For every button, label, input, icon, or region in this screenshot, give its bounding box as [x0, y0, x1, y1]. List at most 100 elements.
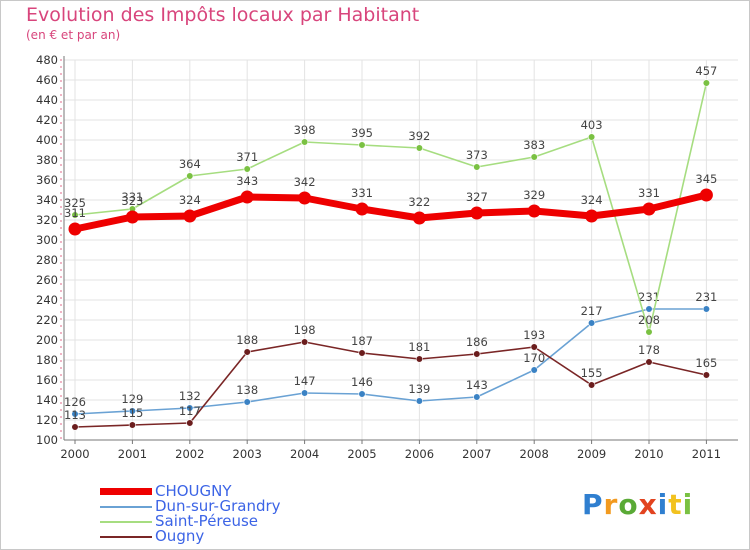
y-tick-label-280: 280: [36, 253, 58, 267]
legend-label-saint-pereuse: Saint-Péreuse: [155, 512, 259, 530]
data-label-chougny-2004: 342: [294, 175, 316, 189]
data-label-saint-pereuse-2003: 371: [236, 150, 258, 164]
legend-swatch-ougny: [100, 536, 152, 538]
data-point-dun-sur-grandry-2002: [186, 404, 194, 412]
x-tick-label-2002: 2002: [175, 447, 204, 461]
logo-letter: i: [682, 488, 694, 521]
data-point-chougny-2004: [298, 191, 312, 205]
legend-label-dun-sur-grandry: Dun-sur-Grandry: [155, 497, 281, 515]
data-label-ougny-2004: 198: [294, 323, 316, 337]
data-point-saint-pereuse-2002: [186, 172, 194, 180]
y-tick-label-320: 320: [36, 213, 58, 227]
series-dun-sur-grandry: 126 129 132 138 147 146 139 143 170 217 231 231: [64, 290, 717, 418]
data-label-dun-sur-grandry-2001: 129: [121, 392, 143, 406]
data-label-ougny-2001: 115: [121, 406, 143, 420]
data-label-dun-sur-grandry-2002: 132: [179, 389, 201, 403]
data-point-dun-sur-grandry-2005: [358, 390, 366, 398]
y-tick-label-440: 440: [36, 93, 58, 107]
data-point-saint-pereuse-2007: [473, 163, 481, 171]
data-point-dun-sur-grandry-2006: [415, 397, 424, 405]
logo-letter: r: [603, 488, 619, 521]
x-tick-label-2000: 2000: [60, 447, 89, 461]
y-tick-label-380: 380: [36, 153, 58, 167]
x-tick-label-2007: 2007: [462, 447, 491, 461]
x-tick-label-2001: 2001: [118, 447, 147, 461]
data-point-ougny-2006: [415, 355, 424, 363]
series-chougny: 311 323 324 343 342 331 322 327 329 324 331 345: [64, 172, 717, 236]
data-point-chougny-2003: [240, 190, 254, 204]
data-label-ougny-2011: 165: [695, 356, 717, 370]
data-point-saint-pereuse-2009: [587, 133, 596, 141]
data-label-saint-pereuse-2004: 398: [294, 123, 316, 137]
data-label-ougny-2010: 178: [638, 343, 660, 357]
data-label-chougny-2006: 322: [408, 195, 430, 209]
data-point-dun-sur-grandry-2000: [71, 410, 79, 418]
y-tick-label-140: 140: [36, 393, 58, 407]
x-tick-label-2010: 2010: [634, 447, 663, 461]
data-point-chougny-2000: [68, 222, 82, 236]
data-point-ougny-2004: [301, 338, 309, 346]
legend-swatch-saint-pereuse: [100, 521, 152, 523]
data-point-ougny-2008: [530, 343, 538, 351]
x-tick-label-2006: 2006: [405, 447, 434, 461]
proxiti-logo: Proxiti: [582, 488, 693, 521]
data-label-saint-pereuse-2011: 457: [695, 64, 717, 78]
legend-label-chougny: CHOUGNY: [155, 482, 232, 500]
data-label-saint-pereuse-2000: 325: [64, 196, 86, 210]
series-ougny: 113 115 117 188 198 187 181 186 193 155 178 165: [64, 323, 717, 431]
logo-letter: x: [638, 488, 658, 521]
data-label-chougny-2011: 345: [695, 172, 717, 186]
y-tick-label-240: 240: [36, 293, 58, 307]
data-point-chougny-2005: [355, 202, 369, 216]
series-saint-pereuse: 325 331 364 371 398 395 392 373 383 403 208 457: [64, 64, 717, 336]
data-point-chougny-2006: [412, 211, 426, 225]
y-tick-label-160: 160: [36, 373, 58, 387]
y-tick-label-200: 200: [36, 333, 58, 347]
legend-item-dun-sur-grandry: Dun-sur-Grandry: [100, 497, 360, 515]
data-label-dun-sur-grandry-2011: 231: [695, 290, 717, 304]
data-point-chougny-2010: [642, 202, 656, 216]
legend-label-ougny: Ougny: [155, 527, 205, 545]
y-tick-label-260: 260: [36, 273, 58, 287]
data-label-dun-sur-grandry-2000: 126: [64, 395, 86, 409]
data-label-saint-pereuse-2009: 403: [581, 118, 603, 132]
data-label-ougny-2002: 117: [179, 404, 201, 418]
data-label-ougny-2007: 186: [466, 335, 488, 349]
data-point-chougny-2001: [125, 210, 139, 224]
line-chart: 100 120 140 160 180 200 220 240 260 280 300 320 340 3…: [36, 53, 738, 461]
data-label-chougny-2009: 324: [581, 193, 603, 207]
data-label-chougny-2002: 324: [179, 193, 201, 207]
data-point-saint-pereuse-2006: [415, 144, 424, 152]
x-tick-label-2009: 2009: [577, 447, 606, 461]
data-point-ougny-2010: [645, 358, 653, 366]
data-label-dun-sur-grandry-2004: 147: [294, 374, 316, 388]
data-label-ougny-2000: 113: [64, 408, 86, 422]
data-label-dun-sur-grandry-2010: 231: [638, 290, 660, 304]
data-label-dun-sur-grandry-2005: 146: [351, 375, 373, 389]
data-label-chougny-2008: 329: [523, 188, 545, 202]
y-tick-label-120: 120: [36, 413, 58, 427]
chart-legend: CHOUGNY Dun-sur-Grandry Saint-Péreuse Ougny: [100, 482, 360, 545]
x-tick-label-2005: 2005: [347, 447, 376, 461]
data-point-chougny-2011: [699, 188, 713, 202]
y-tick-label-420: 420: [36, 113, 58, 127]
data-label-saint-pereuse-2008: 383: [523, 138, 545, 152]
data-point-ougny-2011: [702, 371, 711, 379]
legend-swatch-dun-sur-grandry: [100, 506, 152, 508]
x-tick-label-2011: 2011: [692, 447, 721, 461]
data-point-saint-pereuse-2011: [702, 79, 711, 87]
series-line-saint-pereuse: [74, 82, 708, 333]
data-point-ougny-2009: [587, 381, 596, 389]
logo-letter: i: [657, 488, 669, 521]
data-point-saint-pereuse-2000: [71, 211, 79, 219]
x-tick-label-2008: 2008: [520, 447, 549, 461]
data-label-dun-sur-grandry-2008: 170: [523, 351, 545, 365]
chart-subtitle: (en € et par an): [26, 28, 121, 42]
data-label-saint-pereuse-2006: 392: [408, 129, 430, 143]
data-label-dun-sur-grandry-2003: 138: [236, 383, 258, 397]
data-point-saint-pereuse-2004: [301, 138, 309, 146]
series-line-ougny: [74, 341, 708, 428]
data-point-chougny-2008: [527, 204, 541, 218]
data-point-ougny-2007: [473, 350, 481, 358]
